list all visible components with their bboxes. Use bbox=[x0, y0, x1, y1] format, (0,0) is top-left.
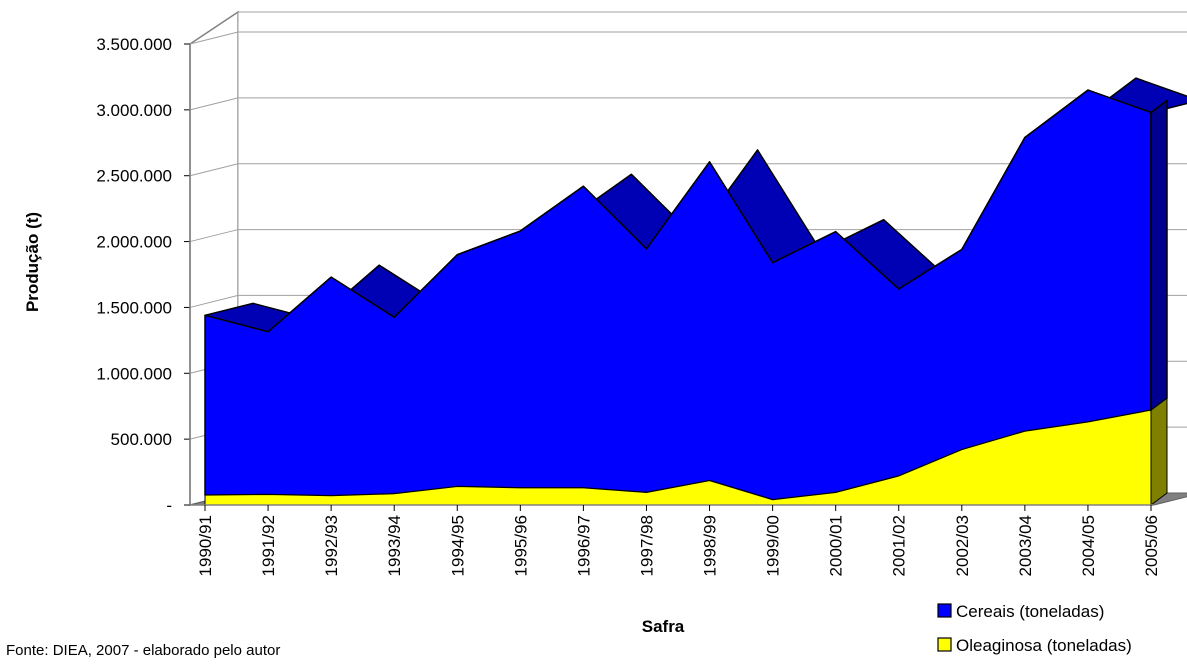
x-axis-title: Safra bbox=[642, 617, 685, 636]
x-tick-label: 1995/96 bbox=[511, 515, 530, 576]
legend-label: Oleaginosa (toneladas) bbox=[956, 636, 1132, 655]
x-tick-label: 1992/93 bbox=[322, 515, 341, 576]
x-tick-label: 1998/99 bbox=[701, 515, 720, 576]
x-tick-label: 2004/05 bbox=[1079, 515, 1098, 576]
x-tick-label: 2001/02 bbox=[890, 515, 909, 576]
y-axis-ticks: - 500.000 1.000.000 1.500.000 2.000.000 2.500… bbox=[96, 35, 191, 515]
y-tick-label: - bbox=[166, 496, 172, 515]
y-tick-label: 1.500.000 bbox=[96, 298, 172, 317]
x-tick-label: 2003/04 bbox=[1016, 515, 1035, 576]
x-axis-ticks: 1990/91 1991/92 1992/93 1993/94 1994/95 1995/… bbox=[190, 504, 1161, 576]
x-tick-label: 2002/03 bbox=[953, 515, 972, 576]
x-tick-label: 2005/06 bbox=[1142, 515, 1161, 576]
gridline bbox=[189, 163, 1187, 177]
x-tick-label: 1991/92 bbox=[259, 515, 278, 576]
y-axis-title: Produção (t) bbox=[23, 212, 42, 312]
x-tick-label: 1990/91 bbox=[196, 515, 215, 576]
cereais-side-face bbox=[1150, 98, 1168, 412]
y-tick-label: 2.000.000 bbox=[96, 233, 172, 252]
x-tick-label: 1999/00 bbox=[764, 515, 783, 576]
legend-swatch bbox=[937, 603, 952, 618]
legend-swatch bbox=[937, 637, 952, 652]
x-tick-label: 1997/98 bbox=[637, 515, 656, 576]
x-tick-label: 1996/97 bbox=[574, 515, 593, 576]
source-note: Fonte: DIEA, 2007 - elaborado pelo autor bbox=[6, 642, 281, 659]
x-tick-label: 1994/95 bbox=[448, 515, 467, 576]
legend-label: Cereais (toneladas) bbox=[956, 602, 1104, 621]
oleaginosa-side-face bbox=[1150, 397, 1168, 506]
x-tick-label: 2000/01 bbox=[827, 515, 846, 576]
y-tick-label: 1.000.000 bbox=[96, 364, 172, 383]
y-tick-label: 2.500.000 bbox=[96, 167, 172, 186]
y-tick-label: 500.000 bbox=[111, 430, 172, 449]
gridline bbox=[189, 31, 1187, 45]
plot-areas bbox=[204, 77, 1187, 506]
legend: Cereais (toneladas) Oleaginosa (toneladas… bbox=[937, 602, 1132, 655]
y-tick-label: 3.500.000 bbox=[96, 35, 172, 54]
x-tick-label: 1993/94 bbox=[385, 515, 404, 576]
gridline bbox=[189, 97, 1187, 111]
y-tick-label: 3.000.000 bbox=[96, 101, 172, 120]
